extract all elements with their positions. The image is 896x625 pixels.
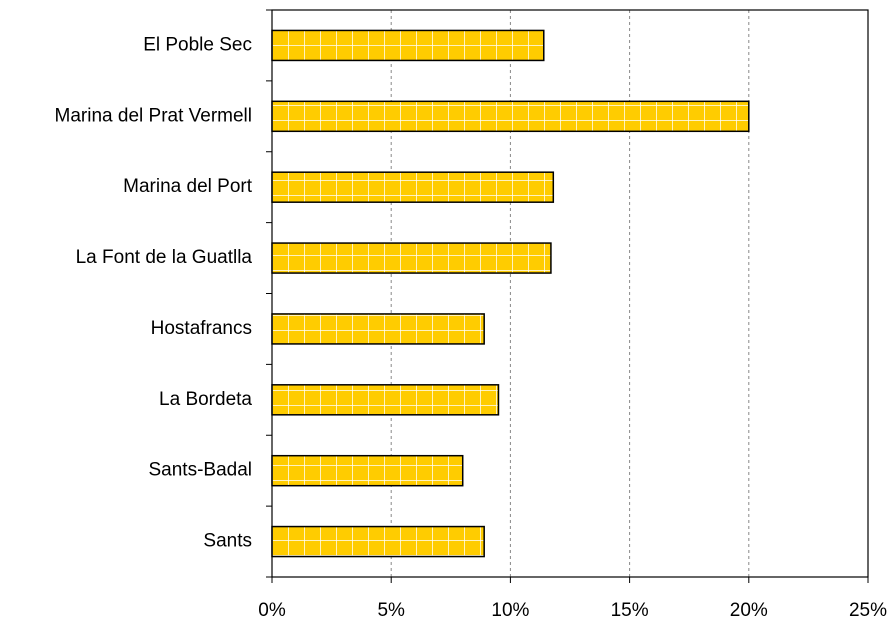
x-tick-label: 0% [258,600,286,621]
bar [271,454,464,487]
y-tick-label: El Poble Sec [143,34,252,55]
bar [271,384,500,416]
y-tick-label: Sants-Badal [148,460,252,481]
bar [271,313,485,345]
y-tick-label: La Font de la Guatlla [76,247,253,268]
y-tick-label: Marina del Prat Vermell [55,105,252,126]
y-tick-label: Marina del Port [123,176,253,197]
x-tick-label: 10% [491,600,529,621]
bar [271,29,545,62]
plot-frame [271,9,869,578]
x-tick-label: 15% [611,600,649,621]
x-tick-label: 5% [377,600,405,621]
x-tick-label: 20% [730,600,768,621]
y-tick-label: La Bordeta [159,389,252,410]
bar [271,100,750,133]
plot-area [272,10,868,577]
x-tick-label: 25% [849,600,887,621]
bar [271,242,552,274]
bar [271,525,485,558]
y-tick-label: Sants [203,531,252,552]
bar [271,171,555,203]
y-tick-label: Hostafrancs [151,318,252,339]
